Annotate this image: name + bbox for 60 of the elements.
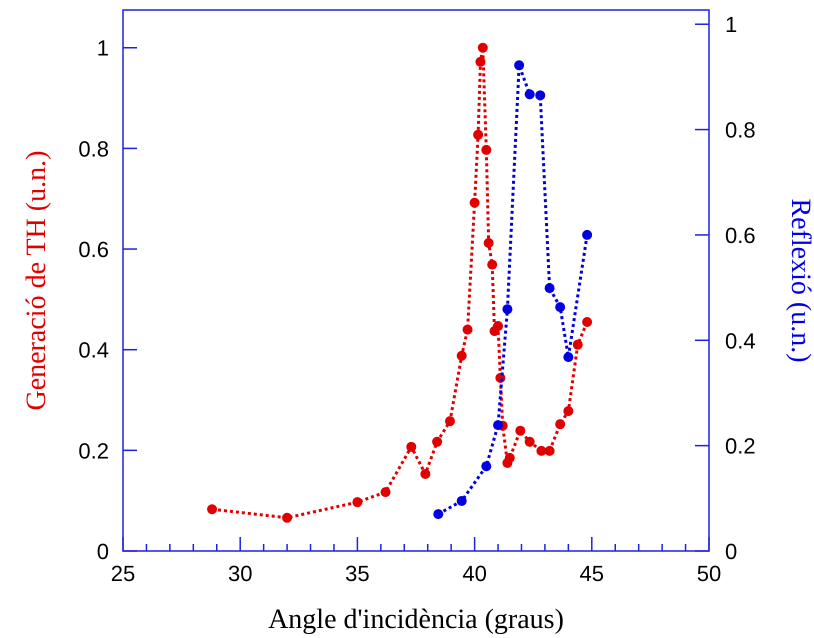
point — [473, 130, 484, 140]
point — [432, 436, 442, 447]
point — [481, 461, 492, 472]
x-tick-label: 40 — [462, 561, 487, 586]
y-tick-label: 1 — [96, 36, 109, 61]
point — [535, 90, 546, 100]
x-tick-label: 45 — [580, 561, 604, 586]
point — [207, 504, 218, 514]
y-tick-label: 0.8 — [78, 136, 109, 162]
point — [572, 340, 583, 350]
y2-tick-label: 0 — [725, 539, 738, 564]
point — [462, 324, 473, 335]
point — [487, 260, 498, 270]
y-tick-label: 0.2 — [78, 438, 109, 464]
point — [555, 302, 566, 312]
point — [524, 436, 535, 447]
point — [563, 352, 574, 362]
x-tick-label: 30 — [228, 561, 252, 586]
point — [282, 512, 292, 523]
point — [484, 238, 494, 248]
point — [563, 406, 574, 416]
point — [352, 497, 362, 508]
point — [456, 350, 467, 361]
point — [406, 442, 416, 452]
y-tick-label: 0.4 — [78, 338, 109, 363]
y2-tick-label: 0.8 — [725, 118, 756, 143]
point — [515, 426, 526, 436]
y2-tick-label: 0.2 — [725, 434, 756, 459]
point — [380, 487, 391, 498]
point — [475, 56, 486, 67]
point — [555, 419, 566, 430]
y2-tick-label: 0.4 — [725, 328, 756, 354]
point — [493, 420, 504, 430]
y2-tick-label: 0.6 — [725, 222, 756, 248]
point — [582, 317, 592, 328]
point — [544, 446, 555, 456]
y2-tick-label: 1 — [725, 12, 738, 38]
point — [481, 144, 492, 155]
point — [433, 509, 444, 520]
point — [478, 42, 488, 53]
x-axis-title: Angle d'incidència (graus) — [268, 604, 564, 635]
point — [420, 469, 430, 479]
y-axis-title: Generació de TH (u.n.) — [21, 150, 52, 410]
point — [504, 452, 515, 463]
point — [524, 89, 535, 100]
point — [544, 283, 555, 294]
y2-axis-title: Reflexió (u.n.) — [785, 198, 814, 363]
x-tick-label: 25 — [110, 561, 136, 586]
point — [514, 60, 524, 70]
x-tick-label: 35 — [345, 561, 370, 586]
point — [582, 230, 592, 240]
point — [502, 304, 512, 314]
point — [536, 446, 546, 456]
y-tick-label: 0.6 — [78, 237, 109, 262]
x-tick-label: 50 — [696, 561, 722, 586]
point — [493, 321, 504, 332]
point — [456, 496, 467, 506]
y-tick-label: 0 — [96, 539, 109, 564]
point — [470, 198, 480, 208]
point — [444, 416, 455, 426]
